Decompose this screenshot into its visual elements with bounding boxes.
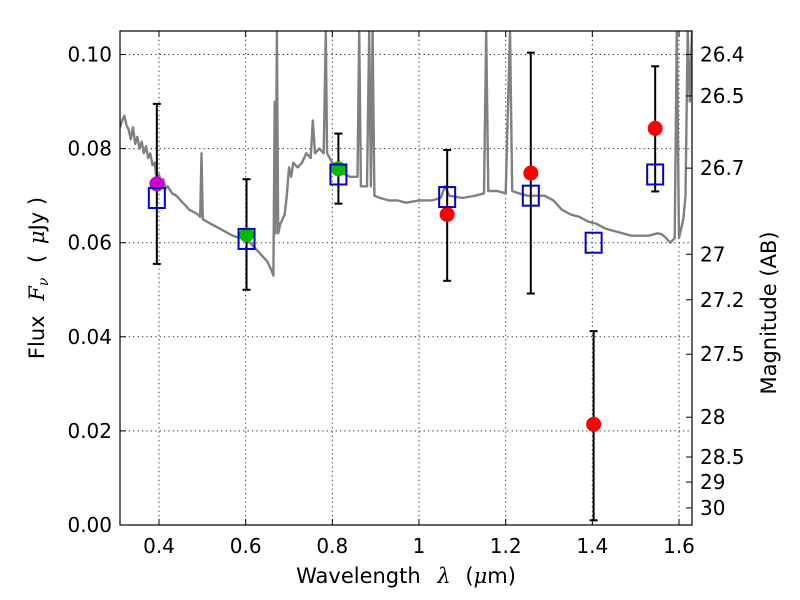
y-tick-label: 0.06 (67, 231, 112, 255)
x-tick-label: 0.8 (316, 534, 348, 558)
spectrum-layer (120, 31, 692, 277)
y-axis-symbol: F (25, 285, 49, 302)
observed-flux-point (647, 120, 663, 136)
x-tick-label: 1 (413, 534, 426, 558)
y2-tick-label: 26.7 (700, 156, 745, 180)
observed-flux-point (586, 416, 602, 432)
y-tick-label: 0.04 (67, 325, 112, 349)
observed-flux-point (239, 227, 255, 243)
y-tick-label: 0.00 (67, 513, 112, 537)
observed-flux-point (523, 165, 539, 181)
y-axis-title-text: Flux (25, 315, 49, 359)
y2-tick-label: 29 (700, 470, 725, 494)
x-tick-label: 0.6 (230, 534, 262, 558)
model-flux-marker (147, 187, 166, 210)
observed-flux-point (439, 206, 455, 222)
sed-model-spectrum-line (120, 31, 692, 277)
y2-tick-label: 28.5 (700, 445, 745, 469)
x-tick-label: 0.4 (143, 534, 175, 558)
x-tick-label: 1.2 (490, 534, 522, 558)
model-flux-marker (584, 231, 603, 254)
y2-tick-label: 27 (700, 242, 725, 266)
plot-frame (119, 30, 693, 526)
x-tick-label: 1.6 (663, 534, 695, 558)
y2-tick-label: 27.5 (700, 342, 745, 366)
x-axis-unit-rest: m) (487, 564, 516, 588)
x-tick-label: 1.4 (576, 534, 608, 558)
model-flux-marker (329, 163, 348, 186)
ticks-layer: 0.4 0.6 0.8 1 1.2 1.4 1.6 0.00 0.02 0.04 0.06 0.08 0… (67, 31, 745, 558)
y-axis-subscript: ν (36, 277, 52, 286)
y2-tick-label: 26.5 (700, 84, 745, 108)
model-flux-marker (438, 186, 457, 209)
x-axis-lambda: λ (436, 564, 450, 588)
y2-tick-label: 30 (700, 496, 725, 520)
model-flux-marker (646, 163, 665, 186)
y2-tick-label: 28 (700, 405, 725, 429)
y-axis-unit-mu: μ (25, 230, 49, 244)
points-layer (147, 51, 665, 522)
model-flux-marker (521, 184, 540, 207)
y2-tick-label: 26.4 (700, 43, 745, 67)
model-flux-marker (237, 227, 256, 250)
y-axis-unit-rest: Jy ) (25, 197, 49, 233)
y-axis-unit-open: ( (25, 255, 49, 263)
y-tick-label: 0.02 (67, 419, 112, 443)
grid-layer (120, 31, 692, 525)
y-tick-label: 0.08 (67, 137, 112, 161)
y2-axis-title: Magnitude (AB) (757, 231, 781, 394)
x-axis-title-text: Wavelength (296, 564, 421, 588)
observed-flux-point (149, 176, 165, 192)
y-tick-label: 0.10 (67, 43, 112, 67)
x-axis-unit-open: ( (465, 564, 473, 588)
y2-tick-label: 27.2 (700, 288, 745, 312)
x-axis-unit-mu: μ (474, 564, 488, 588)
y-axis-title: Flux Fν ( μJy ) (25, 197, 53, 359)
x-axis-title: Wavelength λ (μm) (296, 564, 516, 588)
